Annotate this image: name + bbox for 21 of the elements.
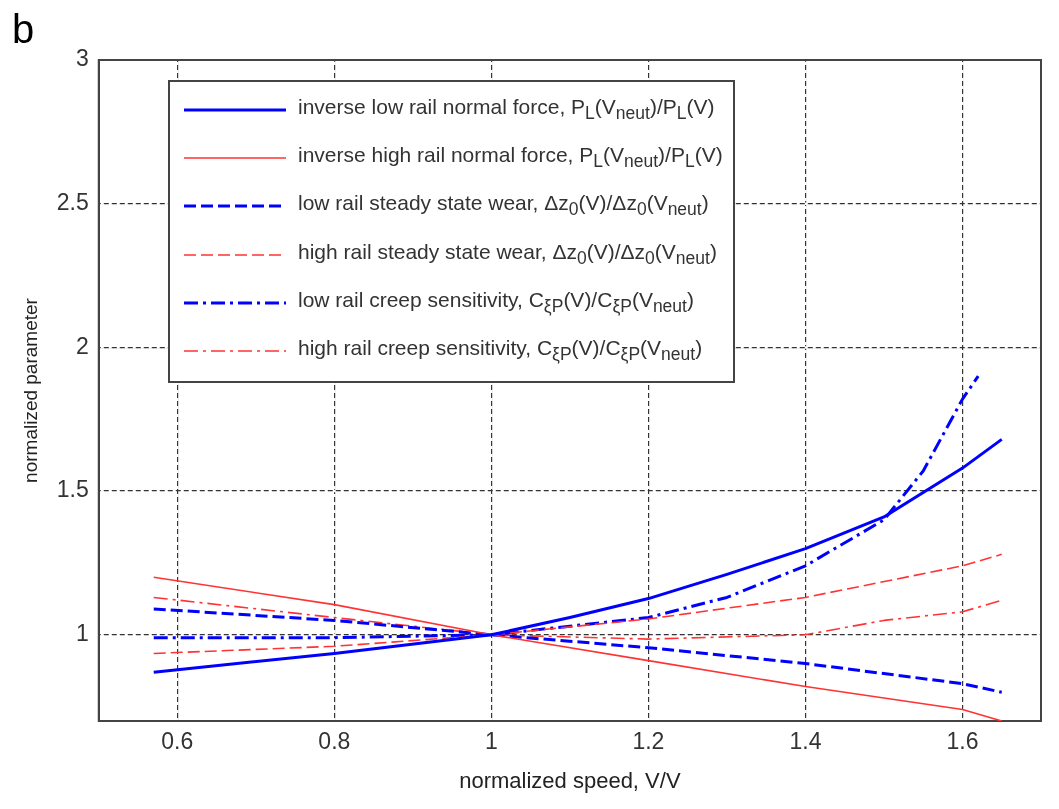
legend-label: low rail steady state wear, Δz$_{0}$(V)/Δz$_{0}$(V$_{neut}$) [298,190,709,222]
legend-label: low rail creep sensitivity, C$_{ξP}$(V)/C$_{ξP}$(V$_{neut}$) [298,286,694,318]
legend-label: inverse high rail normal force, P$_{L}$(V$_{neut}$)/P$_{L}$(V) [298,142,723,174]
legend-label: high rail creep sensitivity, C$_{ξP}$(V)/C$_{ξP}$(V$_{neut}$) [298,334,703,367]
y-tick-label: 3 [75,45,89,72]
x-tick-label: 1.6 [946,728,979,755]
y-tick-label: 2.5 [56,189,89,216]
x-tick-label: 1 [484,728,498,755]
y-axis-title: normalized parameter [19,297,41,483]
text: b [12,7,35,52]
x-tick-label: 1.4 [789,728,822,755]
x-tick-label: 0.8 [318,728,351,755]
y-tick-label: 1.5 [56,476,89,503]
legend-label: inverse low rail normal force, P$_{L}$(V$_{neut}$)/P$_{L}$(V) [298,94,715,126]
legend-label: high rail steady state wear, Δz$_{0}$(V)/Δz$_{0}$(V$_{neut}$) [298,238,717,270]
x-axis-title: normalized speed, V/V [459,767,681,793]
line-series [152,553,1003,655]
x-tick-label: 1.2 [632,728,665,755]
y-tick-label: 2 [75,332,89,359]
y-tick-label: 1 [75,620,89,647]
x-tick-label: 0.6 [161,728,194,755]
